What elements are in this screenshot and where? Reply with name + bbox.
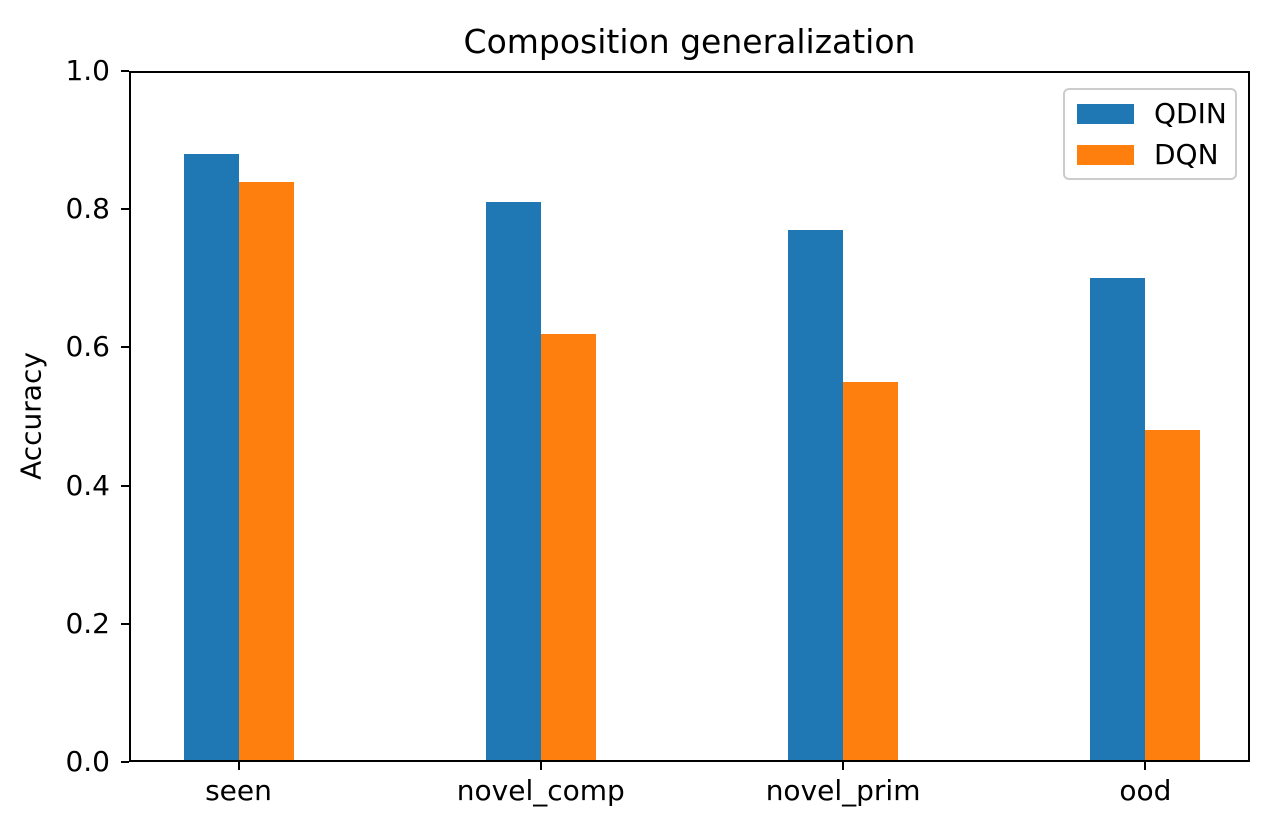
bar-qdin-seen bbox=[183, 154, 239, 762]
bar-dqn-novel_prim bbox=[843, 382, 899, 762]
y-tick-label: 0.4 bbox=[65, 468, 110, 502]
x-tick-mark bbox=[1144, 762, 1147, 770]
legend-label-dqn: DQN bbox=[1154, 137, 1219, 171]
plot-area: QDIN DQN bbox=[129, 71, 1250, 762]
legend-entry-dqn: DQN bbox=[1065, 137, 1235, 171]
bar-dqn-ood bbox=[1145, 430, 1201, 762]
x-tick-label-novel_prim: novel_prim bbox=[765, 774, 921, 807]
legend-label-qdin: QDIN bbox=[1154, 96, 1227, 130]
x-tick-mark bbox=[237, 762, 240, 770]
y-tick-label: 0.2 bbox=[65, 606, 110, 640]
bar-dqn-seen bbox=[238, 182, 294, 762]
legend-swatch-dqn bbox=[1077, 144, 1134, 165]
x-tick-label-novel_comp: novel_comp bbox=[456, 774, 625, 807]
x-tick-mark bbox=[842, 762, 845, 770]
legend-swatch-qdin bbox=[1077, 103, 1134, 124]
x-tick-label-seen: seen bbox=[205, 774, 272, 807]
y-tick-mark bbox=[121, 761, 129, 763]
y-tick-mark bbox=[121, 346, 129, 349]
bar-qdin-novel_prim bbox=[788, 230, 844, 762]
x-tick-mark bbox=[539, 762, 542, 770]
legend: QDIN DQN bbox=[1063, 88, 1237, 180]
x-tick-label-ood: ood bbox=[1119, 774, 1172, 807]
bar-qdin-novel_comp bbox=[485, 202, 541, 762]
y-tick-label: 0.0 bbox=[65, 745, 110, 778]
y-tick-label: 0.6 bbox=[65, 330, 110, 364]
legend-entry-qdin: QDIN bbox=[1065, 96, 1235, 130]
chart-title: Composition generalization bbox=[463, 22, 916, 61]
y-axis-label: Accuracy bbox=[14, 352, 48, 480]
bar-qdin-ood bbox=[1090, 278, 1146, 762]
y-tick-mark bbox=[121, 622, 129, 625]
y-tick-mark bbox=[121, 70, 129, 72]
y-tick-mark bbox=[121, 208, 129, 211]
y-tick-label: 0.8 bbox=[65, 192, 110, 226]
y-tick-label: 1.0 bbox=[65, 54, 110, 87]
bar-dqn-novel_comp bbox=[540, 334, 596, 762]
y-tick-mark bbox=[121, 484, 129, 487]
